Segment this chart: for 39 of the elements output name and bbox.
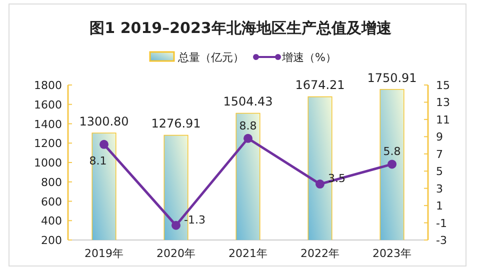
y-tick-label: 1600 bbox=[34, 98, 62, 112]
data-label: 1750.91 bbox=[367, 70, 417, 85]
chart-title: 图1 2019–2023年北海地区生产总值及增速 bbox=[90, 19, 392, 37]
y2-tick-label: 3 bbox=[436, 182, 443, 196]
y2-tick-label: 11 bbox=[436, 113, 450, 126]
point bbox=[244, 134, 252, 143]
y-tick-label: 800 bbox=[41, 176, 62, 189]
y2-tick-label: 1 bbox=[436, 200, 443, 213]
x-tick-label: 2019年 bbox=[84, 247, 124, 260]
data-label: 1674.21 bbox=[295, 78, 345, 92]
y2-tick-label: 15 bbox=[436, 79, 450, 92]
y2-tick-label: 13 bbox=[436, 96, 450, 110]
data-label: 1276.91 bbox=[151, 116, 201, 131]
y-tick-label: 1800 bbox=[34, 79, 62, 92]
x-tick-label: 2022年 bbox=[300, 247, 340, 260]
x-tick-label: 2020年 bbox=[156, 247, 196, 260]
point bbox=[100, 140, 108, 149]
data-label: 8.8 bbox=[239, 119, 257, 132]
y2-tick-label: -1 bbox=[436, 216, 447, 230]
point bbox=[316, 180, 324, 189]
point bbox=[388, 160, 396, 169]
y-tick-label: 200 bbox=[41, 234, 62, 247]
y2-tick-label: -3 bbox=[436, 234, 447, 247]
x-tick-label: 2021年 bbox=[228, 247, 268, 260]
y2-tick-label: 7 bbox=[436, 148, 443, 161]
y2-tick-label: 5 bbox=[436, 165, 443, 178]
data-label: 1300.80 bbox=[79, 114, 129, 128]
y-tick-label: 600 bbox=[41, 195, 62, 208]
point bbox=[172, 220, 180, 230]
y-tick-label: 1400 bbox=[34, 118, 62, 131]
y2-tick-label: 9 bbox=[436, 130, 443, 144]
y-tick-label: 1000 bbox=[34, 156, 62, 170]
data-label: 5.8 bbox=[383, 145, 401, 158]
legend-label: 增速（%） bbox=[281, 51, 336, 64]
legend-label: 总量（亿元） bbox=[177, 51, 244, 64]
y-tick-label: 400 bbox=[41, 214, 62, 228]
x-tick-label: 2023年 bbox=[372, 247, 412, 260]
data-label: 1504.43 bbox=[223, 94, 273, 109]
y-tick-label: 1200 bbox=[34, 137, 62, 150]
